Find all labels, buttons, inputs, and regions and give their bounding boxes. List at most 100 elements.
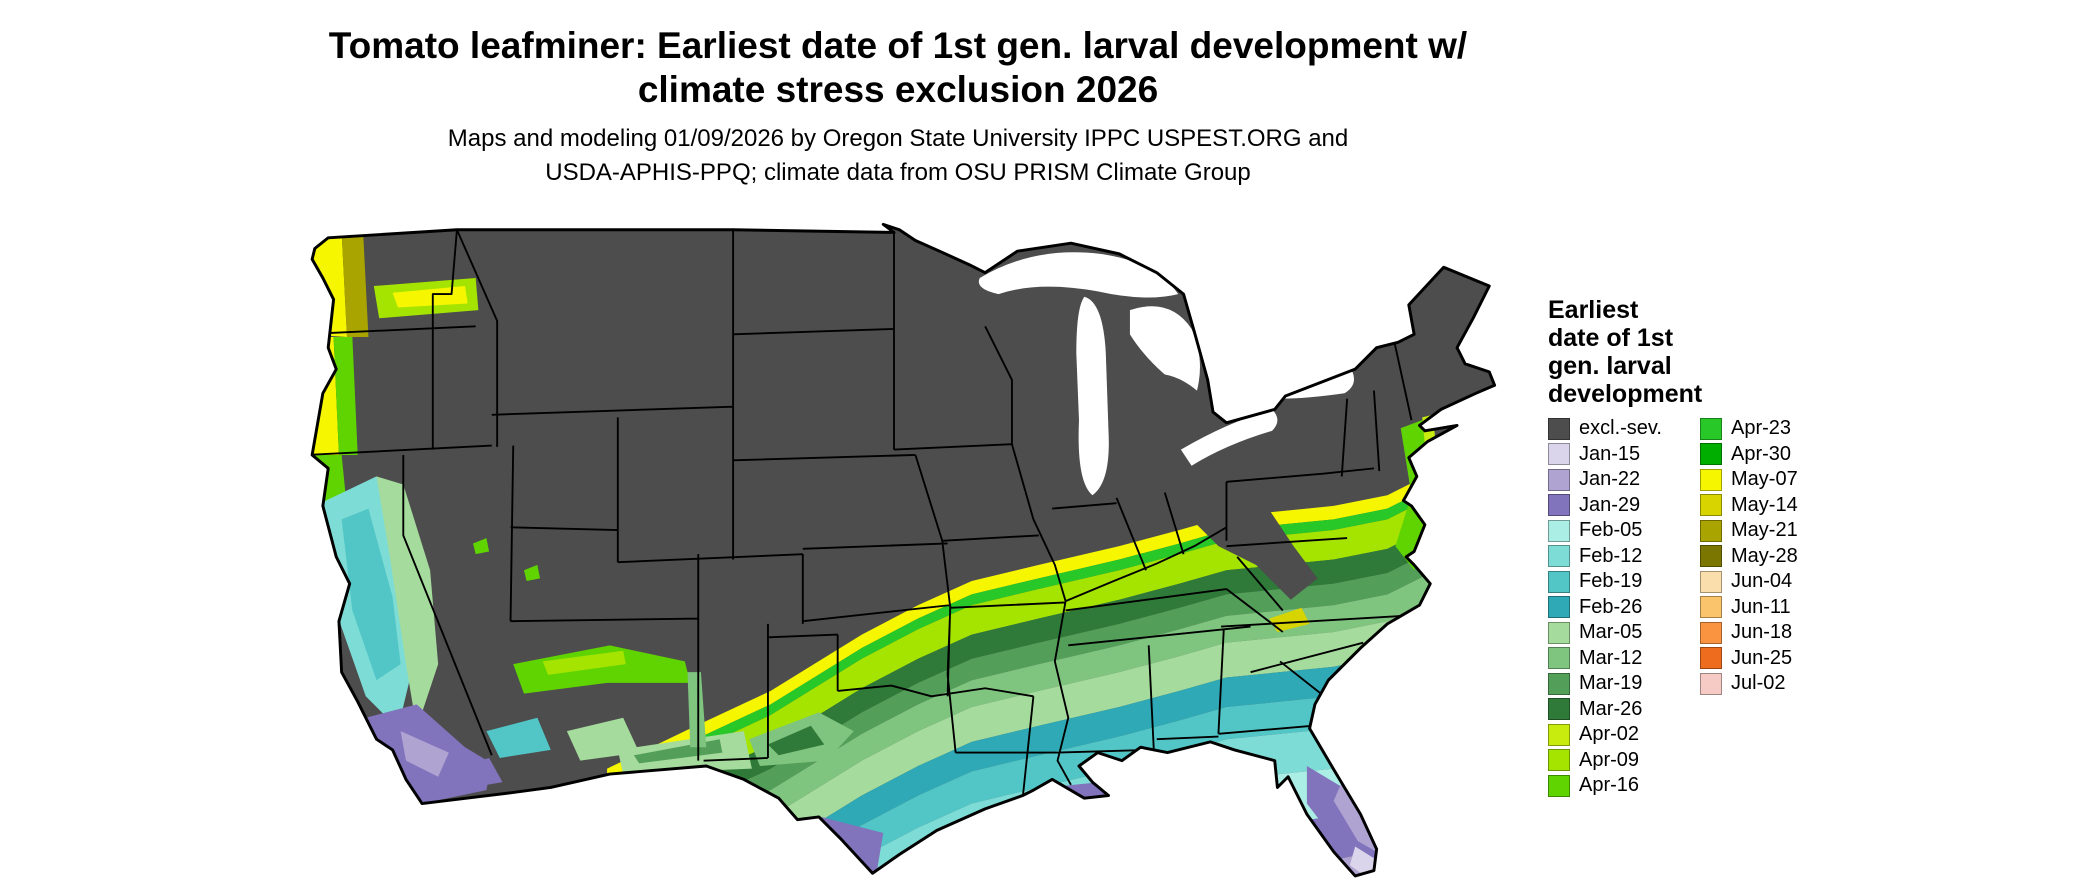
patch-11 xyxy=(400,731,449,777)
legend-label: Jan-29 xyxy=(1579,493,1641,516)
legend-label: Jun-04 xyxy=(1731,570,1793,593)
patch-5 xyxy=(333,336,358,455)
title-line-1: Tomato leafminer: Earliest date of 1st g… xyxy=(328,25,1468,66)
legend-item: excl.-sev. xyxy=(1548,416,1662,442)
legend-label: May-07 xyxy=(1731,468,1798,491)
band-feb-12 xyxy=(607,661,1482,876)
legend-label: Apr-09 xyxy=(1579,748,1640,771)
legend-swatch xyxy=(1548,723,1570,746)
legend-label: Mar-05 xyxy=(1579,621,1643,644)
legend-label: May-14 xyxy=(1731,493,1798,516)
legend-swatch xyxy=(1700,519,1722,542)
legend-swatch xyxy=(1548,672,1570,695)
legend-swatch xyxy=(1548,443,1570,466)
patch-8 xyxy=(376,476,439,729)
legend-label: Mar-26 xyxy=(1579,697,1643,720)
legend-swatch xyxy=(1548,519,1570,542)
legend-item: May-21 xyxy=(1700,518,1798,544)
patch-14 xyxy=(486,717,551,758)
legend-label: Jul-02 xyxy=(1731,672,1786,695)
subtitle-line-2: USDA-APHIS-PPQ; climate data from OSU PR… xyxy=(545,159,1251,186)
legend-swatch xyxy=(1548,570,1570,593)
legend-item: Feb-05 xyxy=(1548,518,1662,544)
legend-swatch xyxy=(1548,468,1570,491)
legend-item: Jul-02 xyxy=(1700,671,1798,697)
legend-item: Mar-19 xyxy=(1548,671,1662,697)
legend-item: Apr-23 xyxy=(1700,416,1798,442)
band-mar-26 xyxy=(607,492,1482,847)
legend-swatch xyxy=(1548,545,1570,568)
patch-9 xyxy=(341,508,401,681)
legend-label: Apr-30 xyxy=(1731,442,1792,465)
legend-item: Jan-22 xyxy=(1548,467,1662,493)
band-feb-26 xyxy=(607,599,1482,876)
us-map-container xyxy=(288,218,1508,885)
legend-swatch xyxy=(1700,621,1722,644)
legend-label: Jan-15 xyxy=(1579,442,1641,465)
legend-label: Jun-18 xyxy=(1731,621,1793,644)
legend-item: Feb-19 xyxy=(1548,569,1662,595)
legend-swatch xyxy=(1548,749,1570,772)
patch-15 xyxy=(446,757,503,791)
legend-swatch xyxy=(1548,596,1570,619)
page-subtitle: Maps and modeling 01/09/2026 by Oregon S… xyxy=(198,122,1598,190)
legend-item: May-28 xyxy=(1700,544,1798,570)
patch-12 xyxy=(513,645,691,694)
legend-item: Apr-30 xyxy=(1700,442,1798,468)
legend-swatch xyxy=(1700,570,1722,593)
title-line-2: climate stress exclusion 2026 xyxy=(637,69,1159,110)
legend-swatch xyxy=(1700,596,1722,619)
patch-19 xyxy=(687,672,707,748)
patch-26 xyxy=(1333,782,1377,852)
patch-21 xyxy=(767,725,825,756)
legend-title: Earliest date of 1st gen. larval develop… xyxy=(1548,296,1703,408)
patch-1 xyxy=(341,231,369,337)
legend-swatch xyxy=(1548,417,1570,440)
subtitle-line-1: Maps and modeling 01/09/2026 by Oregon S… xyxy=(447,125,1349,152)
patch-3 xyxy=(392,286,468,308)
legend-item: Mar-12 xyxy=(1548,646,1662,672)
legend-swatch xyxy=(1700,672,1722,695)
legend-item: Feb-26 xyxy=(1548,595,1662,621)
patch-0 xyxy=(312,232,347,337)
legend-swatch xyxy=(1700,647,1722,670)
legend-swatch xyxy=(1548,494,1570,517)
legend-label: Apr-23 xyxy=(1731,417,1792,440)
legend-item: Mar-26 xyxy=(1548,697,1662,723)
legend-item: May-14 xyxy=(1700,493,1798,519)
us-outline xyxy=(310,222,1497,878)
page-title: Tomato leafminer: Earliest date of 1st g… xyxy=(198,24,1598,112)
legend-swatch xyxy=(1700,417,1722,440)
patch-22 xyxy=(1194,497,1318,600)
legend-label: excl.-sev. xyxy=(1579,417,1662,440)
patch-13 xyxy=(542,650,626,675)
legend-item: Jan-15 xyxy=(1548,442,1662,468)
legend-label: Feb-05 xyxy=(1579,519,1643,542)
legend-label: Feb-12 xyxy=(1579,544,1643,567)
state-borders xyxy=(312,229,1413,799)
legend-item: Mar-05 xyxy=(1548,620,1662,646)
legend-swatch xyxy=(1548,647,1570,670)
legend-item: Jun-04 xyxy=(1700,569,1798,595)
legend-label: Apr-16 xyxy=(1579,774,1640,797)
legend-swatch xyxy=(1548,774,1570,797)
legend-item: Jun-18 xyxy=(1700,620,1798,646)
legend-item: Apr-02 xyxy=(1548,722,1662,748)
legend-swatch xyxy=(1548,698,1570,721)
legend-swatch xyxy=(1700,468,1722,491)
band-mar-19 xyxy=(607,516,1482,868)
legend-column-1: excl.-sev. Jan-15 Jan-22 Jan-29 Feb-05 Feb-12… xyxy=(1548,416,1662,799)
legend-label: May-28 xyxy=(1731,544,1798,567)
legend-item: Jan-29 xyxy=(1548,493,1662,519)
legend-label: Jan-22 xyxy=(1579,468,1641,491)
legend-item: Feb-12 xyxy=(1548,544,1662,570)
legend-label: Apr-02 xyxy=(1579,723,1640,746)
legend-column-2: Apr-23 Apr-30 May-07 May-14 May-21 May-28 Jun-… xyxy=(1700,416,1798,697)
great-lakes xyxy=(978,252,1355,496)
legend-label: Feb-19 xyxy=(1579,570,1643,593)
us-map xyxy=(310,222,1497,878)
legend-item: Apr-09 xyxy=(1548,748,1662,774)
band-mar-12 xyxy=(607,538,1482,876)
legend-swatch xyxy=(1548,621,1570,644)
